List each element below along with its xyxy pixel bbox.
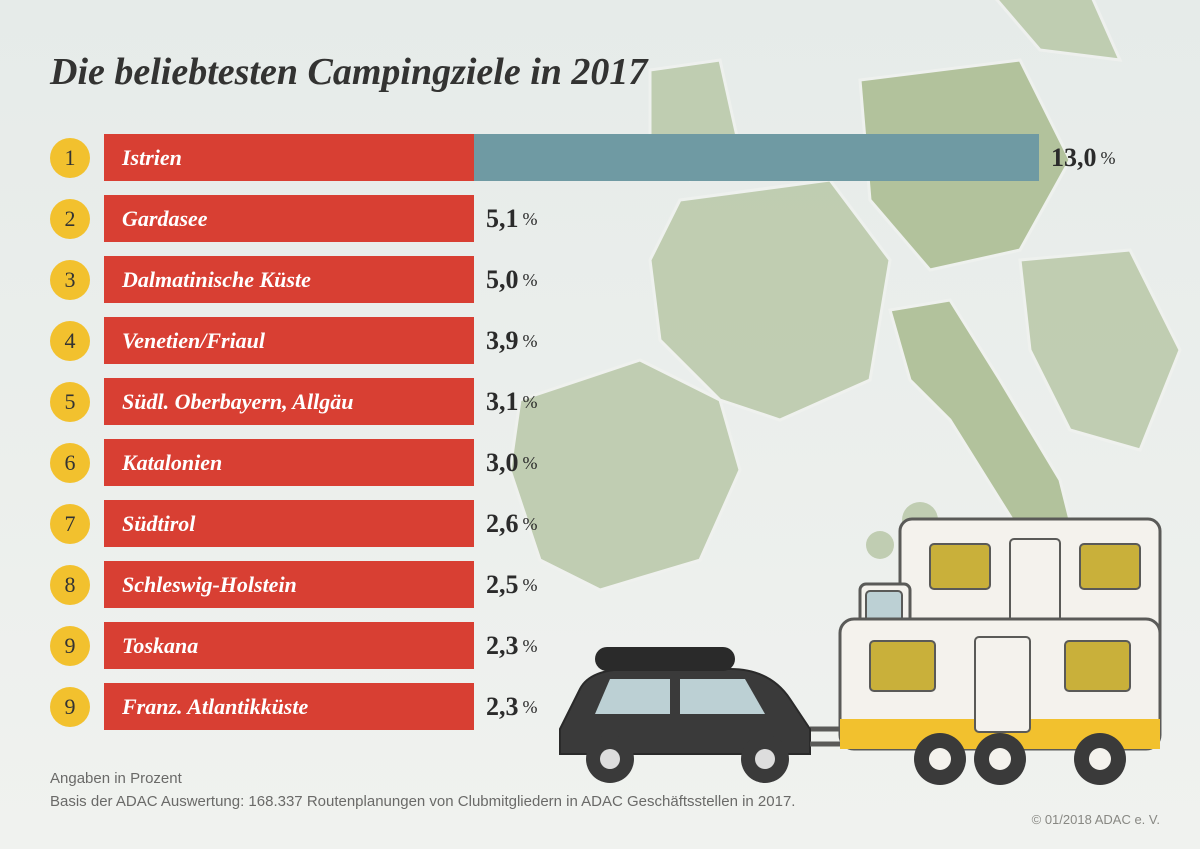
bar-label-text: Istrien: [104, 134, 474, 181]
bar-value-label: 2,3%: [474, 683, 538, 730]
bar-value-number: 2,3: [486, 683, 519, 730]
bar-value-number: 5,0: [486, 256, 519, 303]
percent-symbol: %: [523, 379, 538, 426]
bar-value-label: 3,9%: [474, 317, 538, 364]
bar-value-label: 3,0%: [474, 439, 538, 486]
percent-symbol: %: [523, 196, 538, 243]
bar-label-text: Südtirol: [104, 500, 474, 547]
bar-value-number: 13,0: [1051, 134, 1097, 181]
bar-label-text: Schleswig-Holstein: [104, 561, 474, 608]
bar-row: 2Gardasee5,1%: [50, 195, 1150, 242]
bar-row: 6Katalonien3,0%: [50, 439, 1150, 486]
bar-value-label: 2,3%: [474, 622, 538, 669]
footer-line-2: Basis der ADAC Auswertung: 168.337 Route…: [50, 791, 795, 814]
rank-circle: 9: [50, 687, 90, 727]
bar-row: 5Südl. Oberbayern, Allgäu3,1%: [50, 378, 1150, 425]
bar-value-number: 3,9: [486, 317, 519, 364]
rank-circle: 7: [50, 504, 90, 544]
bar-value-label: 5,1%: [474, 195, 538, 242]
rank-circle: 4: [50, 321, 90, 361]
bar-value-number: 3,0: [486, 439, 519, 486]
bar-label-text: Dalmatinische Küste: [104, 256, 474, 303]
bar-value-label: 2,6%: [474, 500, 538, 547]
bar-value-label: 13,0%: [1039, 134, 1116, 181]
footer-notes: Angaben in Prozent Basis der ADAC Auswer…: [50, 768, 795, 813]
footer-line-1: Angaben in Prozent: [50, 768, 795, 791]
page-title: Die beliebtesten Campingziele in 2017: [50, 50, 1150, 94]
bar-label-text: Toskana: [104, 622, 474, 669]
rank-circle: 2: [50, 199, 90, 239]
rank-circle: 3: [50, 260, 90, 300]
bar-value-number: 3,1: [486, 378, 519, 425]
bar-value-number: 2,6: [486, 500, 519, 547]
bar-label-text: Franz. Atlantikküste: [104, 683, 474, 730]
bar-area: Südl. Oberbayern, Allgäu3,1%: [104, 378, 1150, 425]
vehicles-illustration: [530, 489, 1180, 789]
bar-row: 1 Istrien 13,0%: [50, 134, 1150, 181]
rank-circle: 5: [50, 382, 90, 422]
bar-area: Venetien/Friaul3,9%: [104, 317, 1150, 364]
rank-circle: 6: [50, 443, 90, 483]
rank-circle: 9: [50, 626, 90, 666]
bar-row: 3Dalmatinische Küste5,0%: [50, 256, 1150, 303]
copyright-text: © 01/2018 ADAC e. V.: [1032, 812, 1160, 827]
bar-value-label: 3,1%: [474, 378, 538, 425]
percent-symbol: %: [523, 257, 538, 304]
percent-symbol: %: [523, 318, 538, 365]
bar-label-text: Venetien/Friaul: [104, 317, 474, 364]
percent-symbol: %: [1101, 135, 1116, 182]
bar-label-text: Südl. Oberbayern, Allgäu: [104, 378, 474, 425]
percent-symbol: %: [523, 440, 538, 487]
bar-label-text: Katalonien: [104, 439, 474, 486]
bar-area: Gardasee5,1%: [104, 195, 1150, 242]
bar-value-label: 5,0%: [474, 256, 538, 303]
bar-label-text: Gardasee: [104, 195, 474, 242]
rank-circle: 1: [50, 138, 90, 178]
bar-area: Katalonien3,0%: [104, 439, 1150, 486]
bar-area: Istrien 13,0%: [104, 134, 1150, 181]
bar-row: 4Venetien/Friaul3,9%: [50, 317, 1150, 364]
bar-value-number: 2,5: [486, 561, 519, 608]
bar-value-label: 2,5%: [474, 561, 538, 608]
bar-value-number: 5,1: [486, 195, 519, 242]
bar-area: Dalmatinische Küste5,0%: [104, 256, 1150, 303]
rank-circle: 8: [50, 565, 90, 605]
bar-value-number: 2,3: [486, 622, 519, 669]
